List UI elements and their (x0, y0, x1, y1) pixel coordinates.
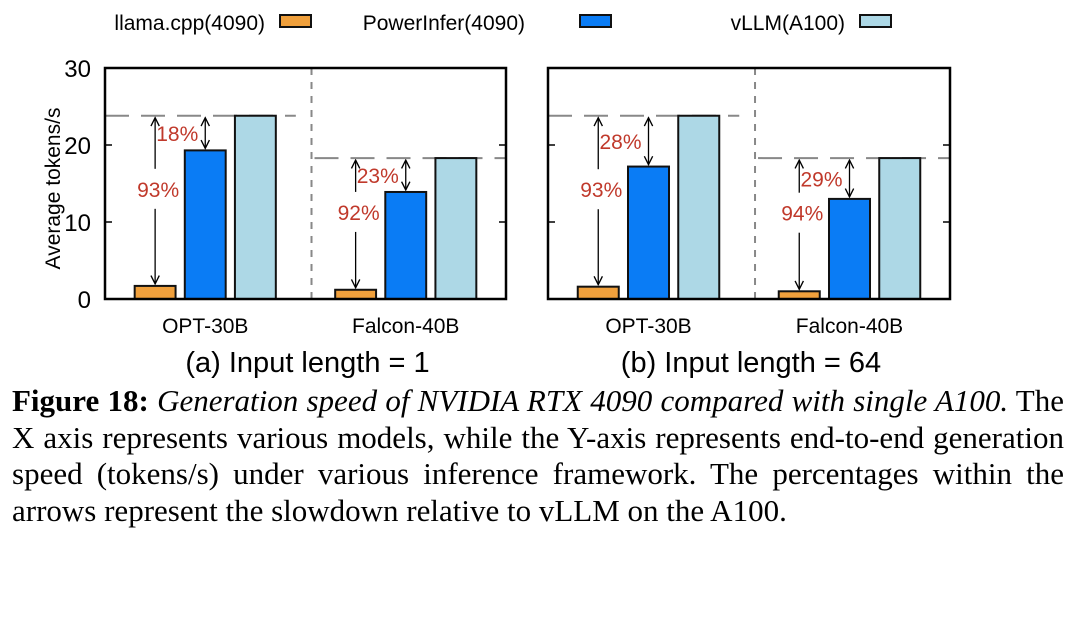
bar-chart-figure: llama.cpp(4090) PowerInfer(4090) vLLM(A100… (42, 12, 952, 379)
subplot-title: (a) Input length = 1 (185, 347, 429, 379)
x-tick-label: OPT-30B (162, 315, 248, 338)
slowdown-label: 93% (137, 179, 179, 202)
bar-llama-cpp-4090--opt-30b (133, 284, 177, 301)
bar-powerinfer-4090--falcon-40b (384, 190, 428, 300)
legend-swatch (279, 14, 312, 28)
slowdown-label: 93% (580, 179, 622, 202)
subplot-b: 93% 28% OPT-30B 94% 29% Falcon-40B (b) Input l… (546, 66, 952, 379)
figure-caption: Figure 18: Generation speed of NVIDIA RT… (12, 383, 1064, 529)
caption-label: Figure 18: (12, 383, 149, 418)
y-tick-label: 10 (64, 210, 91, 237)
bar-vllm-a100--falcon-40b (434, 157, 478, 300)
slowdown-label: 94% (781, 203, 823, 226)
x-tick-label: Falcon-40B (796, 315, 903, 338)
legend: llama.cpp(4090) PowerInfer(4090) vLLM(A100… (114, 12, 892, 35)
bar-vllm-a100--opt-30b (677, 114, 721, 300)
caption-title: Generation speed of NVIDIA RTX 4090 comp… (157, 383, 1009, 418)
caption-body: The X axis represents various models, wh… (12, 383, 1064, 528)
y-tick-label: 20 (64, 133, 91, 160)
slowdown-label: 23% (357, 165, 399, 188)
y-tick-label: 0 (78, 287, 91, 314)
legend-label: PowerInfer(4090) (363, 12, 525, 35)
subplot-title: (b) Input length = 64 (621, 347, 881, 379)
legend-swatch (579, 14, 612, 28)
y-axis-label: Average tokens/s (42, 108, 65, 270)
bar-powerinfer-4090--falcon-40b (827, 197, 872, 300)
y-tick-label: 30 (64, 56, 91, 83)
slowdown-label: 92% (338, 202, 380, 225)
slowdown-label: 29% (800, 168, 842, 191)
x-tick-label: Falcon-40B (352, 315, 459, 338)
legend-label: llama.cpp(4090) (114, 12, 265, 35)
legend-swatch (859, 14, 892, 28)
subplot-a: 0 10 20 30 Average tokens/s 93% 18% OPT-30B 92% 2… (42, 56, 508, 379)
slowdown-label: 18% (156, 123, 198, 146)
x-tick-label: OPT-30B (605, 315, 691, 338)
bar-llama-cpp-4090--falcon-40b (334, 288, 378, 301)
bar-vllm-a100--opt-30b (233, 114, 277, 300)
legend-label: vLLM(A100) (731, 12, 845, 35)
bar-vllm-a100--falcon-40b (878, 157, 922, 300)
bar-powerinfer-4090--opt-30b (183, 149, 227, 300)
plot-frame (546, 66, 952, 301)
plot-frame (103, 66, 508, 301)
bar-powerinfer-4090--opt-30b (626, 165, 671, 300)
slowdown-label: 28% (599, 131, 641, 154)
bar-llama-cpp-4090--opt-30b (576, 285, 620, 300)
